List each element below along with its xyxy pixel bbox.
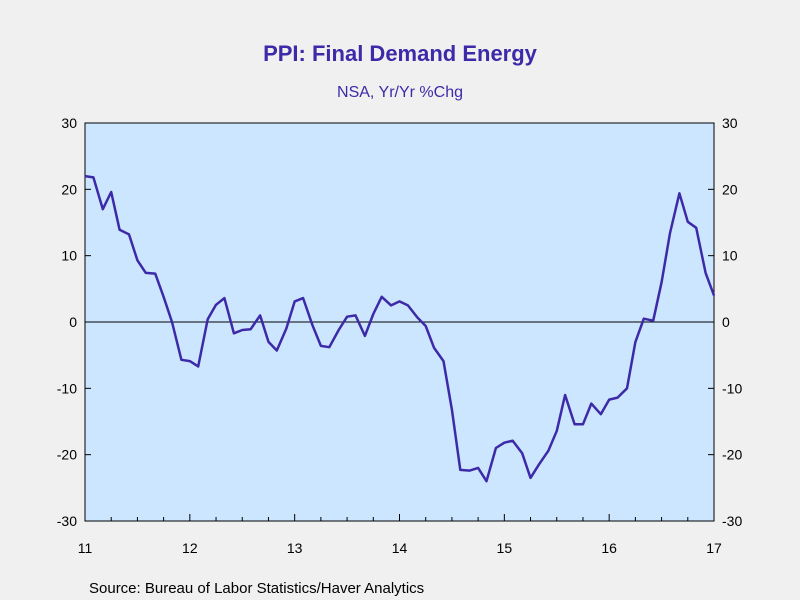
y-tick-label-left: 30 xyxy=(61,115,77,131)
chart-title: PPI: Final Demand Energy xyxy=(263,41,538,66)
y-tick-label-right: -10 xyxy=(722,380,742,396)
x-tick-label: 11 xyxy=(78,540,93,556)
y-tick-label-left: -20 xyxy=(57,447,77,463)
chart-subtitle: NSA, Yr/Yr %Chg xyxy=(337,84,463,101)
y-tick-label-left: 10 xyxy=(61,248,77,264)
y-tick-label-left: 20 xyxy=(61,181,77,197)
x-tick-label: 17 xyxy=(706,540,722,556)
y-tick-label-right: 30 xyxy=(722,115,738,131)
y-tick-label-left: -10 xyxy=(57,380,77,396)
y-tick-label-left: -30 xyxy=(57,513,77,529)
y-tick-label-right: -20 xyxy=(722,447,742,463)
x-tick-label: 14 xyxy=(392,540,408,556)
y-tick-label-right: 0 xyxy=(722,314,730,330)
x-tick-label: 12 xyxy=(182,540,198,556)
y-tick-label-left: 0 xyxy=(69,314,77,330)
x-tick-label: 16 xyxy=(601,540,617,556)
y-tick-label-right: -30 xyxy=(722,513,742,529)
series-line-0 xyxy=(84,174,716,483)
source-note: Source: Bureau of Labor Statistics/Haver… xyxy=(89,580,424,597)
y-tick-label-right: 20 xyxy=(722,181,738,197)
y-tick-label-right: 10 xyxy=(722,248,738,264)
x-tick-label: 15 xyxy=(497,540,513,556)
x-tick-label: 13 xyxy=(287,540,303,556)
